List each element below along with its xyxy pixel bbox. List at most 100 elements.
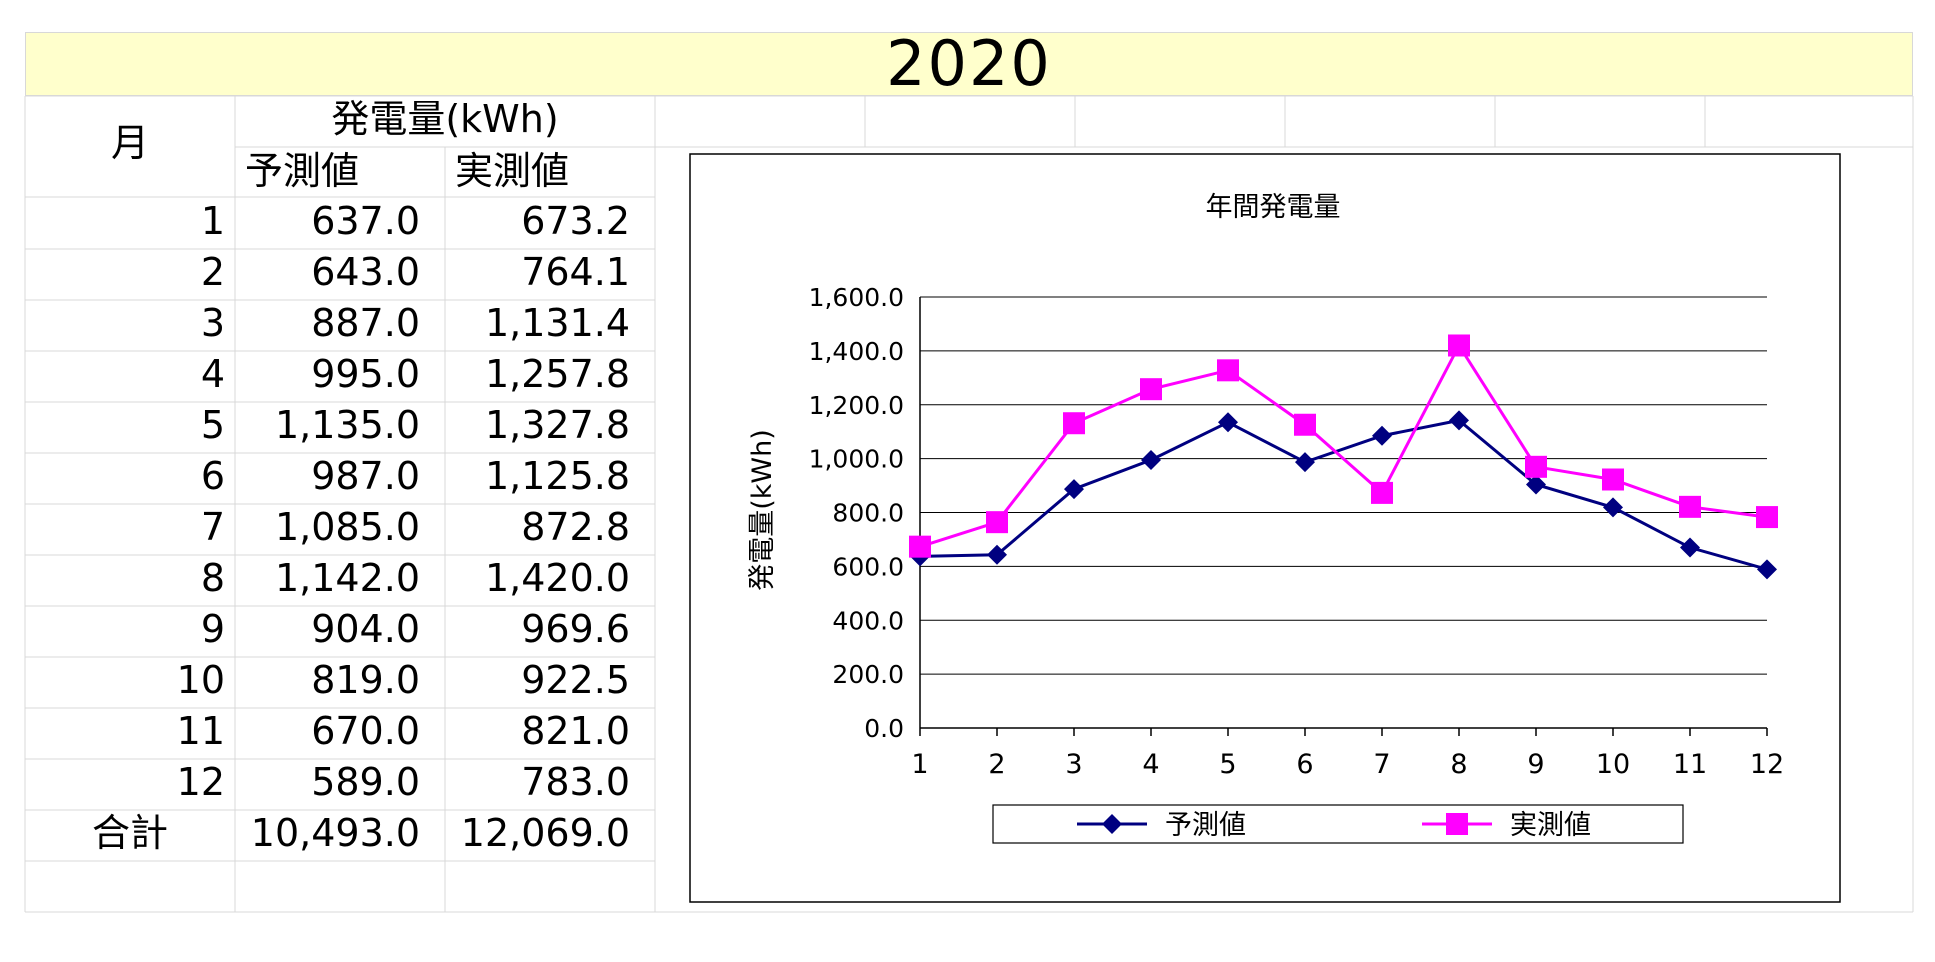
row-month: 11 — [176, 709, 225, 753]
row-actual: 1,125.8 — [484, 454, 630, 498]
data-point — [1525, 455, 1547, 478]
chart-area — [689, 153, 1841, 903]
row-month: 9 — [200, 607, 225, 651]
data-point — [986, 511, 1008, 534]
x-tick-label: 1 — [911, 749, 928, 780]
y-tick-label: 1,600.0 — [809, 283, 904, 312]
row-month: 5 — [200, 403, 225, 447]
y-tick-label: 200.0 — [832, 660, 904, 689]
data-point — [1064, 479, 1084, 500]
data-point — [1602, 468, 1624, 491]
x-tick-labels: 1 2 3 4 5 6 7 8 9 10 11 12 — [911, 749, 1784, 780]
row-actual: 783.0 — [521, 760, 630, 804]
row-month: 2 — [200, 250, 225, 294]
data-point — [987, 544, 1007, 565]
y-tick-label: 0.0 — [864, 714, 904, 743]
legend: 予測値 実測値 — [992, 804, 1684, 844]
legend-label: 予測値 — [1165, 810, 1246, 841]
row-forecast: 1,085.0 — [274, 505, 420, 549]
row-forecast: 819.0 — [311, 658, 420, 702]
row-actual: 821.0 — [521, 709, 630, 753]
row-actual: 1,327.8 — [484, 403, 630, 447]
y-tick-label: 800.0 — [832, 499, 904, 528]
data-point — [1372, 425, 1392, 446]
x-tick-label: 11 — [1673, 749, 1707, 780]
x-tick-label: 4 — [1142, 749, 1159, 780]
total-actual: 12,069.0 — [460, 811, 630, 855]
legend-marker — [1102, 814, 1122, 834]
year-title: 2020 — [886, 27, 1052, 100]
data-point — [1448, 334, 1470, 357]
row-actual: 922.5 — [521, 658, 630, 702]
y-tick-label: 600.0 — [832, 552, 904, 581]
row-actual: 1,131.4 — [484, 301, 630, 345]
data-point — [1371, 481, 1393, 504]
row-month: 8 — [200, 556, 225, 600]
header-month: 月 — [110, 121, 149, 165]
series-line — [919, 418, 1768, 571]
row-forecast: 987.0 — [311, 454, 420, 498]
legend-marker — [1446, 813, 1468, 835]
data-point — [1140, 378, 1162, 401]
data-point — [1679, 495, 1701, 518]
x-tick-label: 9 — [1527, 749, 1544, 780]
series-group — [909, 334, 1778, 580]
data-point — [1141, 449, 1161, 470]
data-point — [1526, 474, 1546, 495]
legend-label: 実測値 — [1510, 810, 1591, 841]
x-tick-label: 3 — [1065, 749, 1082, 780]
header-actual: 実測値 — [455, 149, 570, 193]
data-point — [1218, 412, 1238, 433]
series-line — [919, 342, 1768, 549]
data-point — [1603, 497, 1623, 518]
row-forecast: 670.0 — [311, 709, 420, 753]
row-month: 6 — [200, 454, 225, 498]
y-tick-labels: 0.0 200.0 400.0 600.0 800.0 1,000.0 1,200.0 1,4… — [809, 283, 904, 743]
row-forecast: 637.0 — [311, 199, 420, 243]
row-forecast: 1,135.0 — [274, 403, 420, 447]
x-tick-label: 8 — [1450, 749, 1467, 780]
y-tick-label: 1,200.0 — [809, 391, 904, 420]
x-tick-label: 7 — [1373, 749, 1390, 780]
data-point — [1756, 506, 1778, 529]
chart-title: 年間発電量 — [1206, 192, 1341, 223]
y-tick-label: 1,400.0 — [809, 337, 904, 366]
y-axis-label: 発電量(kWh) — [747, 429, 778, 591]
x-tick-label: 10 — [1596, 749, 1630, 780]
series-1 — [910, 410, 1777, 580]
row-forecast: 643.0 — [311, 250, 420, 294]
total-label: 合計 — [91, 811, 168, 855]
row-month: 12 — [176, 760, 225, 804]
total-forecast: 10,493.0 — [250, 811, 420, 855]
row-forecast: 1,142.0 — [274, 556, 420, 600]
data-point — [1449, 410, 1469, 431]
x-tick-label: 2 — [988, 749, 1005, 780]
data-point — [1294, 413, 1316, 436]
header-forecast: 予測値 — [245, 149, 360, 193]
x-tick-label: 5 — [1219, 749, 1236, 780]
x-tick-label: 12 — [1750, 749, 1784, 780]
row-month: 10 — [176, 658, 225, 702]
row-month: 1 — [200, 199, 225, 243]
row-month: 7 — [200, 505, 225, 549]
row-forecast: 887.0 — [311, 301, 420, 345]
data-point — [1217, 359, 1239, 382]
data-point — [909, 535, 931, 558]
axes — [919, 297, 1768, 736]
row-forecast: 589.0 — [311, 760, 420, 804]
row-actual: 764.1 — [521, 250, 630, 294]
row-actual: 1,257.8 — [484, 352, 630, 396]
data-point — [1295, 452, 1315, 473]
y-tick-label: 1,000.0 — [809, 445, 904, 474]
data-point — [1757, 559, 1777, 580]
data-point — [1063, 412, 1085, 435]
row-actual: 673.2 — [521, 199, 630, 243]
row-forecast: 995.0 — [311, 352, 420, 396]
row-month: 4 — [200, 352, 225, 396]
year-title-band: 2020 — [25, 32, 1913, 96]
row-actual: 872.8 — [521, 505, 630, 549]
row-actual: 969.6 — [521, 607, 630, 651]
row-actual: 1,420.0 — [484, 556, 630, 600]
